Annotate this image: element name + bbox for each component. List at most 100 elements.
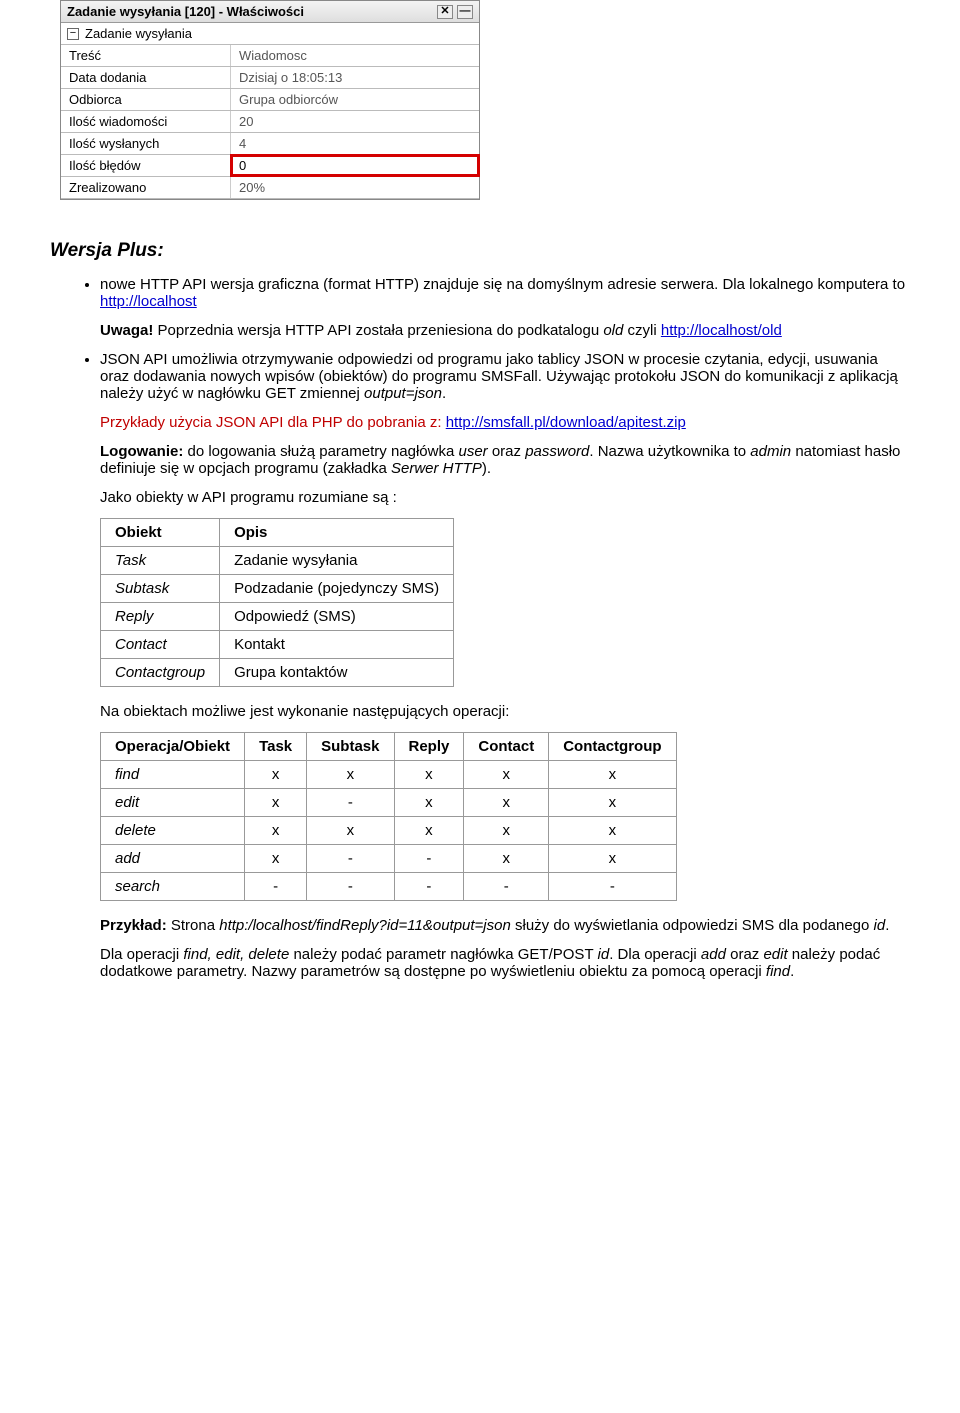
page-title: Wersja Plus: (50, 240, 910, 262)
text: . (442, 385, 446, 402)
panel-titlebar: Zadanie wysyłania [120] - Właściwości ✕ … (61, 1, 479, 23)
text: old (603, 322, 623, 339)
property-key: Treść (61, 45, 231, 66)
table-row: ContactgroupGrupa kontaktów (101, 659, 454, 687)
ops-intro: Na obiektach możliwe jest wykonanie nast… (100, 703, 910, 720)
property-value: Grupa odbiorców (231, 89, 479, 110)
table-cell: delete (101, 817, 245, 845)
minimize-icon[interactable]: — (457, 5, 473, 19)
login-label: Logowanie: (100, 443, 183, 460)
text: http:/localhost/findReply?id=11&output=j… (219, 917, 511, 934)
table-cell: - (307, 873, 394, 901)
examples-link[interactable]: http://smsfall.pl/download/apitest.zip (446, 414, 686, 431)
property-row: TreśćWiadomosc (61, 45, 479, 67)
text: admin (750, 443, 791, 460)
property-row: Ilość wysłanych4 (61, 133, 479, 155)
properties-panel: Zadanie wysyłania [120] - Właściwości ✕ … (60, 0, 480, 200)
table-cell: x (307, 817, 394, 845)
list-item: nowe HTTP API wersja graficzna (format H… (100, 276, 910, 339)
text: ). (482, 460, 491, 477)
text: do logowania służą parametry nagłówka (183, 443, 458, 460)
document-body: Wersja Plus: nowe HTTP API wersja grafic… (0, 220, 960, 1034)
collapse-icon[interactable]: − (67, 28, 79, 40)
table-cell: x (464, 789, 549, 817)
table-cell: - (394, 873, 464, 901)
panel-section-label: Zadanie wysyłania (85, 26, 192, 41)
table-header: Reply (394, 733, 464, 761)
text: Strona (167, 917, 220, 934)
localhost-link[interactable]: http://localhost (100, 293, 197, 310)
table-header: Contact (464, 733, 549, 761)
property-row: Zrealizowano20% (61, 177, 479, 199)
example-label: Przykład: (100, 917, 167, 934)
property-row: Data dodaniaDzisiaj o 18:05:13 (61, 67, 479, 89)
property-key: Ilość wiadomości (61, 111, 231, 132)
table-header: Opis (220, 519, 454, 547)
property-row: Ilość wiadomości20 (61, 111, 479, 133)
table-cell: find (101, 761, 245, 789)
table-cell: x (549, 789, 676, 817)
table-row: TaskZadanie wysyłania (101, 547, 454, 575)
panel-title: Zadanie wysyłania [120] - Właściwości (67, 4, 304, 19)
panel-section-header[interactable]: − Zadanie wysyłania (61, 23, 479, 45)
table-cell: Odpowiedź (SMS) (220, 603, 454, 631)
text: oraz (726, 946, 764, 963)
table-cell: Zadanie wysyłania (220, 547, 454, 575)
objects-table: ObiektOpis TaskZadanie wysyłaniaSubtaskP… (100, 518, 454, 687)
property-key: Ilość błędów (61, 155, 231, 176)
text: . Dla operacji (609, 946, 701, 963)
property-key: Odbiorca (61, 89, 231, 110)
text: Serwer HTTP (391, 460, 482, 477)
table-row: ReplyOdpowiedź (SMS) (101, 603, 454, 631)
table-cell: - (307, 789, 394, 817)
table-cell: - (549, 873, 676, 901)
table-cell: Task (101, 547, 220, 575)
table-cell: Reply (101, 603, 220, 631)
text: output=json (364, 385, 442, 402)
table-row: deletexxxxx (101, 817, 677, 845)
text: JSON API umożliwia otrzymywanie odpowied… (100, 351, 898, 402)
property-value: 20 (231, 111, 479, 132)
table-cell: Contact (101, 631, 220, 659)
table-cell: Contactgroup (101, 659, 220, 687)
text: czyli (623, 322, 661, 339)
text: password (525, 443, 589, 460)
text: . Nazwa użytkownika to (589, 443, 750, 460)
table-cell: x (307, 761, 394, 789)
text: . (885, 917, 889, 934)
table-row: findxxxxx (101, 761, 677, 789)
table-cell: x (245, 845, 307, 873)
table-cell: search (101, 873, 245, 901)
table-cell: x (394, 789, 464, 817)
table-cell: x (464, 761, 549, 789)
table-cell: x (464, 817, 549, 845)
text: find (766, 963, 790, 980)
table-cell: edit (101, 789, 245, 817)
text: należy podać parametr nagłówka GET/POST (289, 946, 597, 963)
table-row: ContactKontakt (101, 631, 454, 659)
list-item: JSON API umożliwia otrzymywanie odpowied… (100, 351, 910, 980)
text: find, edit, delete (183, 946, 289, 963)
close-icon[interactable]: ✕ (437, 5, 453, 19)
table-row: search----- (101, 873, 677, 901)
localhost-old-link[interactable]: http://localhost/old (661, 322, 782, 339)
property-value: Wiadomosc (231, 45, 479, 66)
text: oraz (488, 443, 526, 460)
property-row: OdbiorcaGrupa odbiorców (61, 89, 479, 111)
text: add (701, 946, 726, 963)
property-value: 20% (231, 177, 479, 198)
text: nowe HTTP API wersja graficzna (format H… (100, 276, 905, 293)
table-cell: x (245, 817, 307, 845)
table-cell: - (394, 845, 464, 873)
text: służy do wyświetlania odpowiedzi SMS dla… (511, 917, 874, 934)
objects-intro: Jako obiekty w API programu rozumiane są… (100, 489, 910, 506)
table-cell: x (464, 845, 549, 873)
table-cell: x (549, 761, 676, 789)
table-cell: - (307, 845, 394, 873)
examples-note: Przykłady użycia JSON API dla PHP do pob… (100, 414, 910, 431)
table-cell: Kontakt (220, 631, 454, 659)
table-cell: x (245, 789, 307, 817)
warning-label: Uwaga! (100, 322, 153, 339)
table-header: Obiekt (101, 519, 220, 547)
text: user (458, 443, 487, 460)
